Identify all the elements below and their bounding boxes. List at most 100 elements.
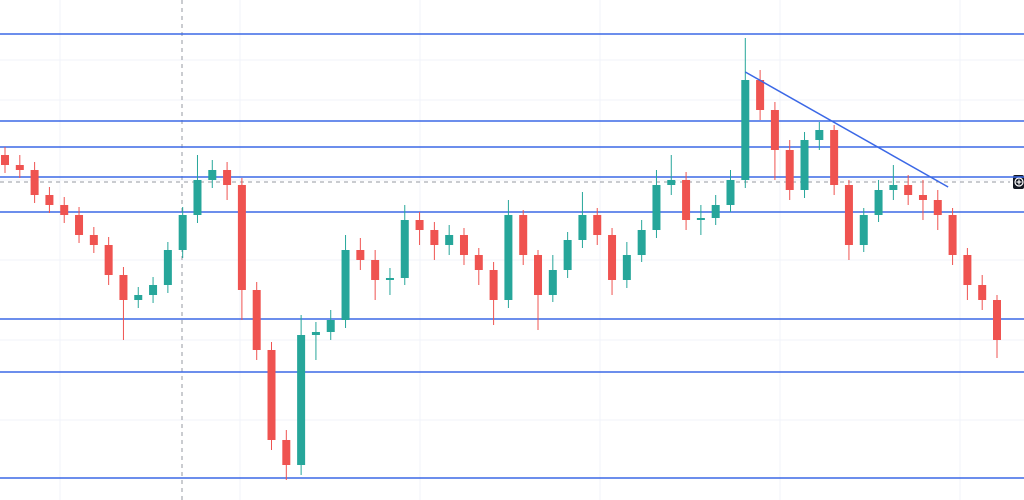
candle [474, 248, 483, 285]
candle [844, 180, 853, 260]
candle [889, 165, 898, 200]
candle-body [741, 80, 750, 180]
candle-body [534, 255, 543, 295]
candle [830, 125, 839, 195]
candle [785, 140, 794, 200]
candle [1, 147, 9, 173]
candle [252, 282, 261, 360]
candle-body [904, 185, 913, 195]
candle-body [445, 235, 454, 245]
candle [415, 212, 424, 245]
candle [652, 170, 661, 238]
candle [696, 205, 705, 235]
candle [711, 195, 720, 225]
candle-body [252, 290, 261, 350]
candle-body [474, 255, 483, 270]
candle-body [933, 200, 942, 215]
candle-body [652, 185, 661, 230]
candle-body [726, 180, 735, 205]
candle-body [89, 235, 98, 245]
candle-body [223, 170, 232, 185]
candle-body [208, 170, 217, 180]
candle-body [489, 270, 498, 300]
candle [726, 170, 735, 212]
candle [208, 160, 217, 188]
candle-body [637, 230, 646, 255]
candle [385, 268, 394, 295]
candle-body [282, 440, 291, 465]
candle-body [563, 240, 572, 270]
candle [519, 210, 528, 265]
candle [948, 208, 957, 265]
candle [15, 155, 24, 178]
candle [637, 220, 646, 262]
candle-body [341, 250, 350, 320]
candle-body [889, 185, 898, 190]
candle-body [297, 335, 306, 465]
candle [371, 250, 380, 300]
candle-body [45, 195, 54, 205]
candle [356, 238, 365, 270]
candle-body [75, 215, 84, 235]
candle-body [400, 220, 409, 278]
candle-body [815, 130, 824, 140]
candle [193, 155, 202, 223]
candle-body [800, 140, 809, 190]
candle [237, 178, 246, 320]
candle [963, 248, 972, 300]
candle-body [874, 190, 883, 215]
candle [178, 207, 187, 258]
candle-body [193, 180, 202, 215]
candle [297, 315, 306, 475]
candle [504, 200, 513, 308]
candle-body [593, 215, 602, 235]
candle [578, 192, 587, 248]
trend-line [744, 71, 949, 188]
candle-body [371, 260, 380, 280]
candle-body [311, 332, 320, 335]
candle-body [60, 205, 69, 215]
candle-body [267, 350, 276, 440]
candle-body [134, 295, 143, 300]
candle [282, 430, 291, 480]
candle-body [978, 285, 987, 300]
candle [593, 208, 602, 245]
candle [534, 250, 543, 330]
candle-body [785, 150, 794, 190]
candle [756, 70, 765, 120]
candle [489, 262, 498, 325]
candle-body [667, 180, 676, 185]
candle-body [918, 195, 927, 200]
candle-body [504, 215, 513, 300]
candle [119, 267, 128, 340]
candle-body [459, 235, 468, 255]
candle [548, 255, 557, 302]
candle-body [237, 185, 246, 290]
candle [341, 235, 350, 328]
candle-body [326, 320, 335, 332]
candle-body [711, 205, 720, 218]
candle [89, 227, 98, 253]
candle [60, 197, 69, 223]
candle-body [548, 270, 557, 295]
candle [430, 222, 439, 260]
candle-body [948, 215, 957, 255]
candle [326, 310, 335, 340]
candle-body [119, 275, 128, 300]
candle [30, 162, 39, 203]
candle-body [149, 285, 158, 295]
candle [918, 180, 927, 220]
candle [815, 122, 824, 150]
candle-body [830, 130, 839, 185]
candle [874, 180, 883, 222]
candle [163, 242, 172, 293]
candle [667, 155, 676, 195]
candle [770, 102, 779, 180]
candle [993, 295, 1001, 358]
crosshair-button[interactable] [1013, 175, 1024, 189]
candle-body [682, 180, 691, 220]
candle [682, 172, 691, 230]
candle-body [30, 170, 39, 195]
candle [104, 237, 113, 285]
